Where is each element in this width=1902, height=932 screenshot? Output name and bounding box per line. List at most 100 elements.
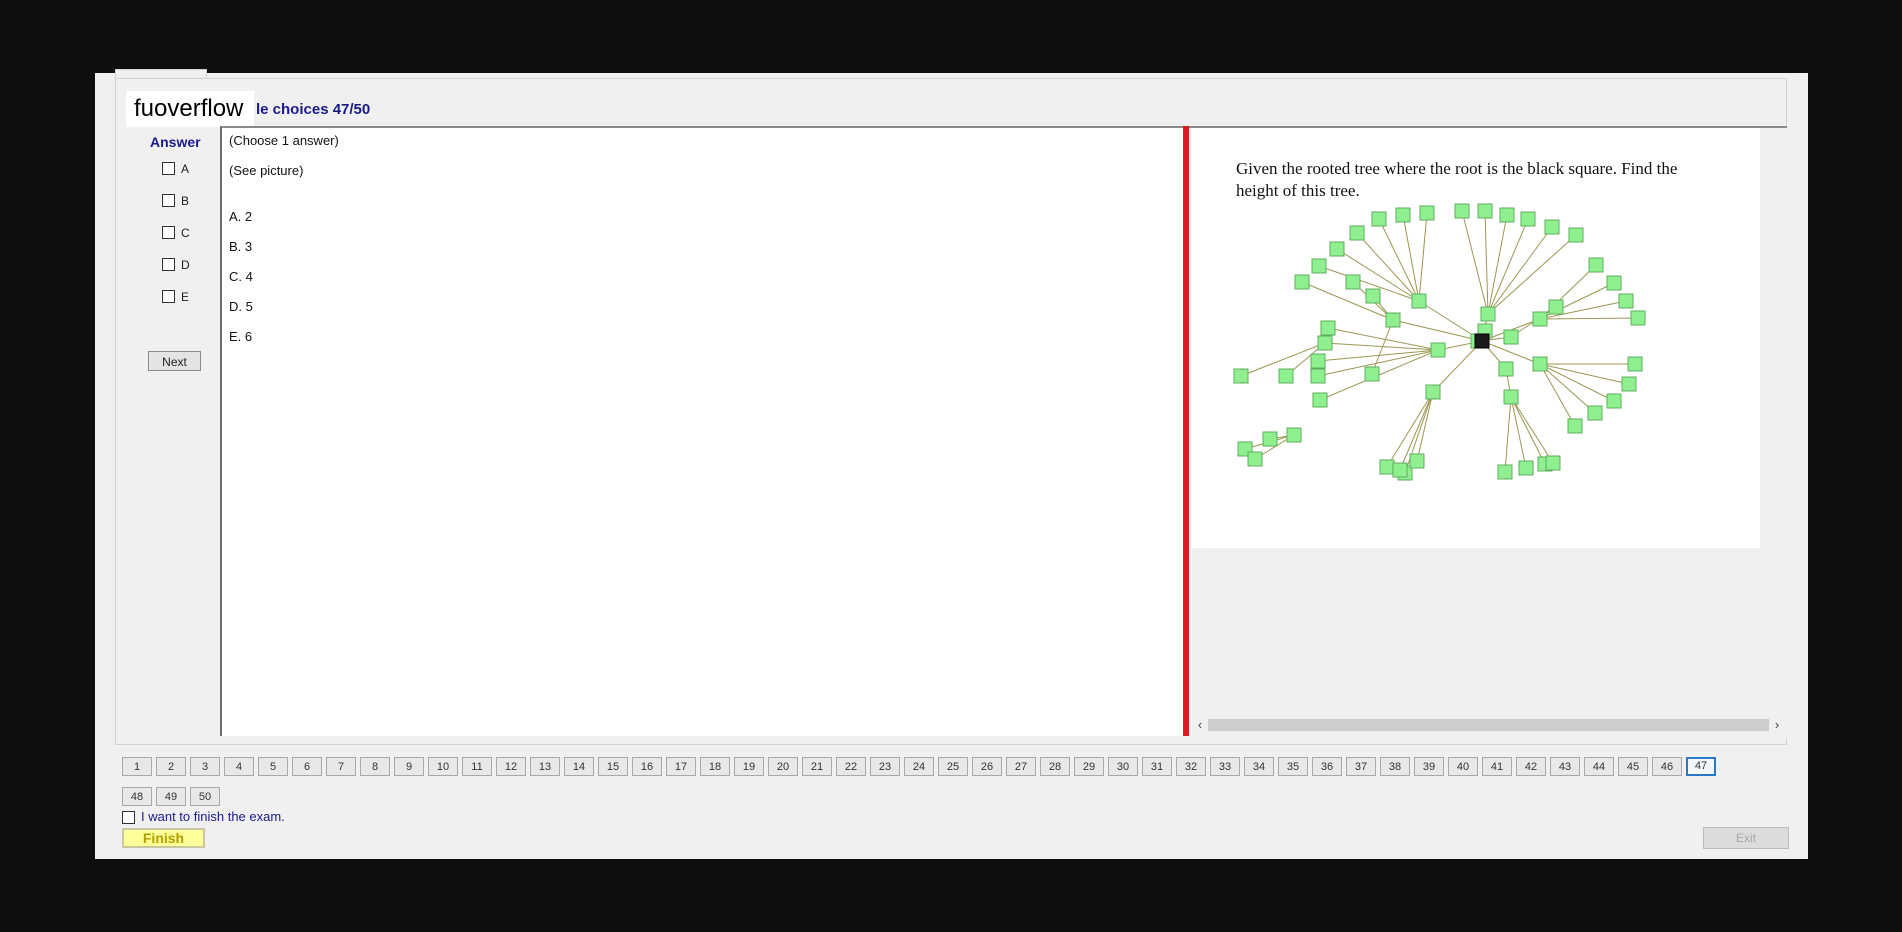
tree-node xyxy=(1247,451,1263,467)
question-nav-button[interactable]: 42 xyxy=(1516,757,1546,776)
question-nav-button[interactable]: 4 xyxy=(224,757,254,776)
question-nav-button[interactable]: 35 xyxy=(1278,757,1308,776)
question-nav-button[interactable]: 20 xyxy=(768,757,798,776)
question-nav-button[interactable]: 19 xyxy=(734,757,764,776)
question-nav-button[interactable]: 45 xyxy=(1618,757,1648,776)
question-nav-button[interactable]: 43 xyxy=(1550,757,1580,776)
tab-header[interactable] xyxy=(115,69,207,78)
tree-edge xyxy=(1318,265,1420,302)
scroll-left-icon[interactable]: ‹ xyxy=(1197,717,1203,732)
question-nav-button[interactable]: 13 xyxy=(530,757,560,776)
tree-edge xyxy=(1416,391,1434,462)
question-nav-button[interactable]: 41 xyxy=(1482,757,1512,776)
question-nav-button[interactable]: 7 xyxy=(326,757,356,776)
answer-option-c[interactable]: C xyxy=(162,225,190,241)
checkbox-c[interactable] xyxy=(162,226,175,240)
checkbox-b[interactable] xyxy=(162,194,175,208)
question-nav-button[interactable]: 29 xyxy=(1074,757,1104,776)
scrollbar-thumb[interactable] xyxy=(1208,719,1769,731)
question-nav-button[interactable]: 28 xyxy=(1040,757,1070,776)
choice-b: B. 3 xyxy=(229,239,253,254)
tree-node xyxy=(1411,293,1427,309)
question-nav-button[interactable]: 17 xyxy=(666,757,696,776)
question-nav-button[interactable]: 2 xyxy=(156,757,186,776)
answer-option-b[interactable]: B xyxy=(162,193,189,209)
question-nav-button[interactable]: 23 xyxy=(870,757,900,776)
question-nav-button[interactable]: 38 xyxy=(1380,757,1410,776)
question-instruction: (Choose 1 answer) xyxy=(229,133,339,148)
question-nav-button[interactable]: 27 xyxy=(1006,757,1036,776)
question-nav-button[interactable]: 46 xyxy=(1652,757,1682,776)
question-nav-button[interactable]: 47 xyxy=(1686,757,1716,776)
question-nav-button[interactable]: 36 xyxy=(1312,757,1342,776)
question-nav-button[interactable]: 50 xyxy=(190,787,220,806)
question-nav-button[interactable]: 31 xyxy=(1142,757,1172,776)
tree-node xyxy=(1567,418,1583,434)
question-nav-button[interactable]: 6 xyxy=(292,757,322,776)
question-nav-button[interactable]: 48 xyxy=(122,787,152,806)
question-nav-button[interactable]: 1 xyxy=(122,757,152,776)
tree-node xyxy=(1371,211,1387,227)
tree-node xyxy=(1532,311,1548,327)
question-nav-button[interactable]: 8 xyxy=(360,757,390,776)
tree-node xyxy=(1294,274,1310,290)
question-nav-button[interactable]: 11 xyxy=(462,757,492,776)
question-nav-button[interactable]: 34 xyxy=(1244,757,1274,776)
question-nav-button[interactable]: 14 xyxy=(564,757,594,776)
question-nav-button[interactable]: 3 xyxy=(190,757,220,776)
tree-node xyxy=(1477,203,1493,219)
tree-edge xyxy=(1481,340,1541,365)
tree-node xyxy=(1233,368,1249,384)
tree-edge xyxy=(1317,349,1439,362)
tree-edge xyxy=(1539,300,1627,320)
tree-node xyxy=(1630,310,1646,326)
finish-button[interactable]: Finish xyxy=(122,828,205,848)
question-nav-button[interactable]: 30 xyxy=(1108,757,1138,776)
question-nav-button[interactable]: 24 xyxy=(904,757,934,776)
question-nav-button[interactable]: 39 xyxy=(1414,757,1444,776)
question-nav-button[interactable]: 21 xyxy=(802,757,832,776)
answer-option-d[interactable]: D xyxy=(162,257,190,273)
question-nav-button[interactable]: 26 xyxy=(972,757,1002,776)
question-text-panel: (Choose 1 answer) (See picture) A. 2 B. … xyxy=(220,126,1185,736)
question-nav-button[interactable]: 33 xyxy=(1210,757,1240,776)
answer-option-e[interactable]: E xyxy=(162,289,189,305)
finish-checkbox-box[interactable] xyxy=(122,811,135,825)
tree-node xyxy=(1278,368,1294,384)
choice-d: D. 5 xyxy=(229,299,253,314)
tree-node xyxy=(1588,257,1604,273)
tree-node xyxy=(1618,293,1634,309)
finish-exam-checkbox[interactable]: I want to finish the exam. xyxy=(122,809,285,825)
scroll-right-icon[interactable]: › xyxy=(1774,717,1780,732)
answer-option-a[interactable]: A xyxy=(162,161,189,177)
tree-node xyxy=(1317,335,1333,351)
tree-node xyxy=(1480,306,1496,322)
question-nav-button[interactable]: 5 xyxy=(258,757,288,776)
question-nav-button[interactable]: 25 xyxy=(938,757,968,776)
checkbox-a[interactable] xyxy=(162,162,175,176)
question-nav-button[interactable]: 37 xyxy=(1346,757,1376,776)
question-nav-button[interactable]: 44 xyxy=(1584,757,1614,776)
tree-diagram xyxy=(1233,203,1646,481)
question-nav-button[interactable]: 40 xyxy=(1448,757,1478,776)
question-nav-button[interactable]: 15 xyxy=(598,757,628,776)
checkbox-d[interactable] xyxy=(162,258,175,272)
tree-edge xyxy=(1324,342,1439,351)
panel-splitter[interactable] xyxy=(1183,126,1189,736)
tree-node xyxy=(1499,207,1515,223)
tree-edge xyxy=(1539,317,1639,320)
horizontal-scrollbar[interactable]: ‹ › xyxy=(1192,716,1785,733)
question-nav-button[interactable]: 16 xyxy=(632,757,662,776)
question-nav-button[interactable]: 32 xyxy=(1176,757,1206,776)
question-nav-button[interactable]: 49 xyxy=(156,787,186,806)
question-nav-button[interactable]: 12 xyxy=(496,757,526,776)
question-nav-button[interactable]: 22 xyxy=(836,757,866,776)
tree-node xyxy=(1409,453,1425,469)
checkbox-e[interactable] xyxy=(162,290,175,304)
question-nav-button[interactable]: 9 xyxy=(394,757,424,776)
next-button[interactable]: Next xyxy=(148,351,201,371)
question-nav-button[interactable]: 18 xyxy=(700,757,730,776)
exit-button[interactable]: Exit xyxy=(1703,827,1789,849)
tree-edge xyxy=(1327,327,1439,351)
question-nav-button[interactable]: 10 xyxy=(428,757,458,776)
